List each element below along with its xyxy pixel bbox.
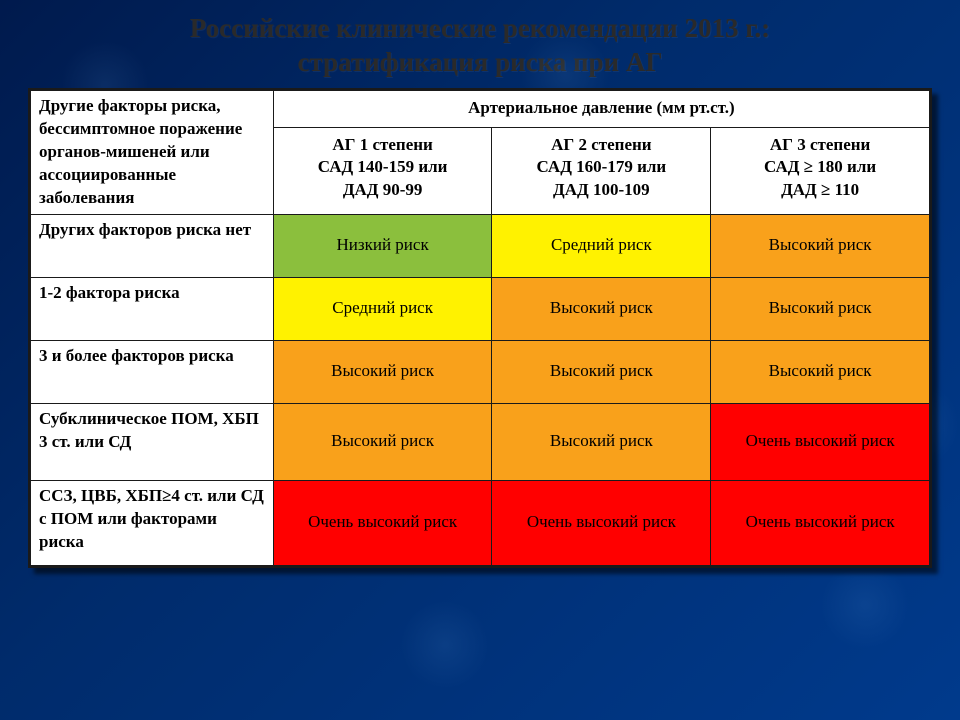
bp-col-2-l1: АГ 2 степени <box>551 135 651 154</box>
bp-col-1: АГ 1 степени САД 140-159 или ДАД 90-99 <box>273 127 492 214</box>
risk-cell: Средний риск <box>492 214 711 277</box>
risk-cell: Очень высокий риск <box>273 480 492 565</box>
risk-cell: Высокий риск <box>273 403 492 480</box>
risk-cell: Высокий риск <box>711 340 930 403</box>
row-label: 3 и более факторов риска <box>31 340 274 403</box>
risk-cell: Высокий риск <box>492 277 711 340</box>
bp-col-2-l2: САД 160-179 или <box>537 157 667 176</box>
row-header-title: Другие факторы риска, бессимптомное пора… <box>31 91 274 215</box>
title-line-1: Российские клинические рекомендации 2013… <box>190 13 770 43</box>
header-row-1: Другие факторы риска, бессимптомное пора… <box>31 91 930 128</box>
risk-cell: Высокий риск <box>273 340 492 403</box>
table-row: Субклиническое ПОМ, ХБП 3 ст. или СД Выс… <box>31 403 930 480</box>
bp-col-2: АГ 2 степени САД 160-179 или ДАД 100-109 <box>492 127 711 214</box>
risk-cell: Высокий риск <box>711 214 930 277</box>
risk-cell: Очень высокий риск <box>492 480 711 565</box>
bp-col-3-l2: САД ≥ 180 или <box>764 157 876 176</box>
row-label: Других факторов риска нет <box>31 214 274 277</box>
risk-cell: Очень высокий риск <box>711 403 930 480</box>
table-row: ССЗ, ЦВБ, ХБП≥4 ст. или СД с ПОМ или фак… <box>31 480 930 565</box>
bp-col-1-l1: АГ 1 степени <box>332 135 432 154</box>
risk-cell: Высокий риск <box>711 277 930 340</box>
row-label: Субклиническое ПОМ, ХБП 3 ст. или СД <box>31 403 274 480</box>
bp-super-header: Артериальное давление (мм рт.ст.) <box>273 91 929 128</box>
row-label: 1-2 фактора риска <box>31 277 274 340</box>
bp-col-1-l3: ДАД 90-99 <box>343 180 423 199</box>
row-label: ССЗ, ЦВБ, ХБП≥4 ст. или СД с ПОМ или фак… <box>31 480 274 565</box>
risk-cell: Очень высокий риск <box>711 480 930 565</box>
table-row: Других факторов риска нет Низкий риск Ср… <box>31 214 930 277</box>
bp-col-3: АГ 3 степени САД ≥ 180 или ДАД ≥ 110 <box>711 127 930 214</box>
risk-cell: Высокий риск <box>492 340 711 403</box>
risk-cell: Средний риск <box>273 277 492 340</box>
risk-table-panel: Другие факторы риска, бессимптомное пора… <box>28 88 932 568</box>
bp-col-2-l3: ДАД 100-109 <box>553 180 650 199</box>
risk-stratification-table: Другие факторы риска, бессимптомное пора… <box>30 90 930 566</box>
bp-col-1-l2: САД 140-159 или <box>318 157 448 176</box>
bp-col-3-l1: АГ 3 степени <box>770 135 870 154</box>
title-line-2: стратификация риска при АГ <box>297 47 662 77</box>
slide-title: Российские клинические рекомендации 2013… <box>0 0 960 82</box>
bp-col-3-l3: ДАД ≥ 110 <box>781 180 859 199</box>
risk-cell: Высокий риск <box>492 403 711 480</box>
risk-cell: Низкий риск <box>273 214 492 277</box>
table-row: 3 и более факторов риска Высокий риск Вы… <box>31 340 930 403</box>
table-row: 1-2 фактора риска Средний риск Высокий р… <box>31 277 930 340</box>
